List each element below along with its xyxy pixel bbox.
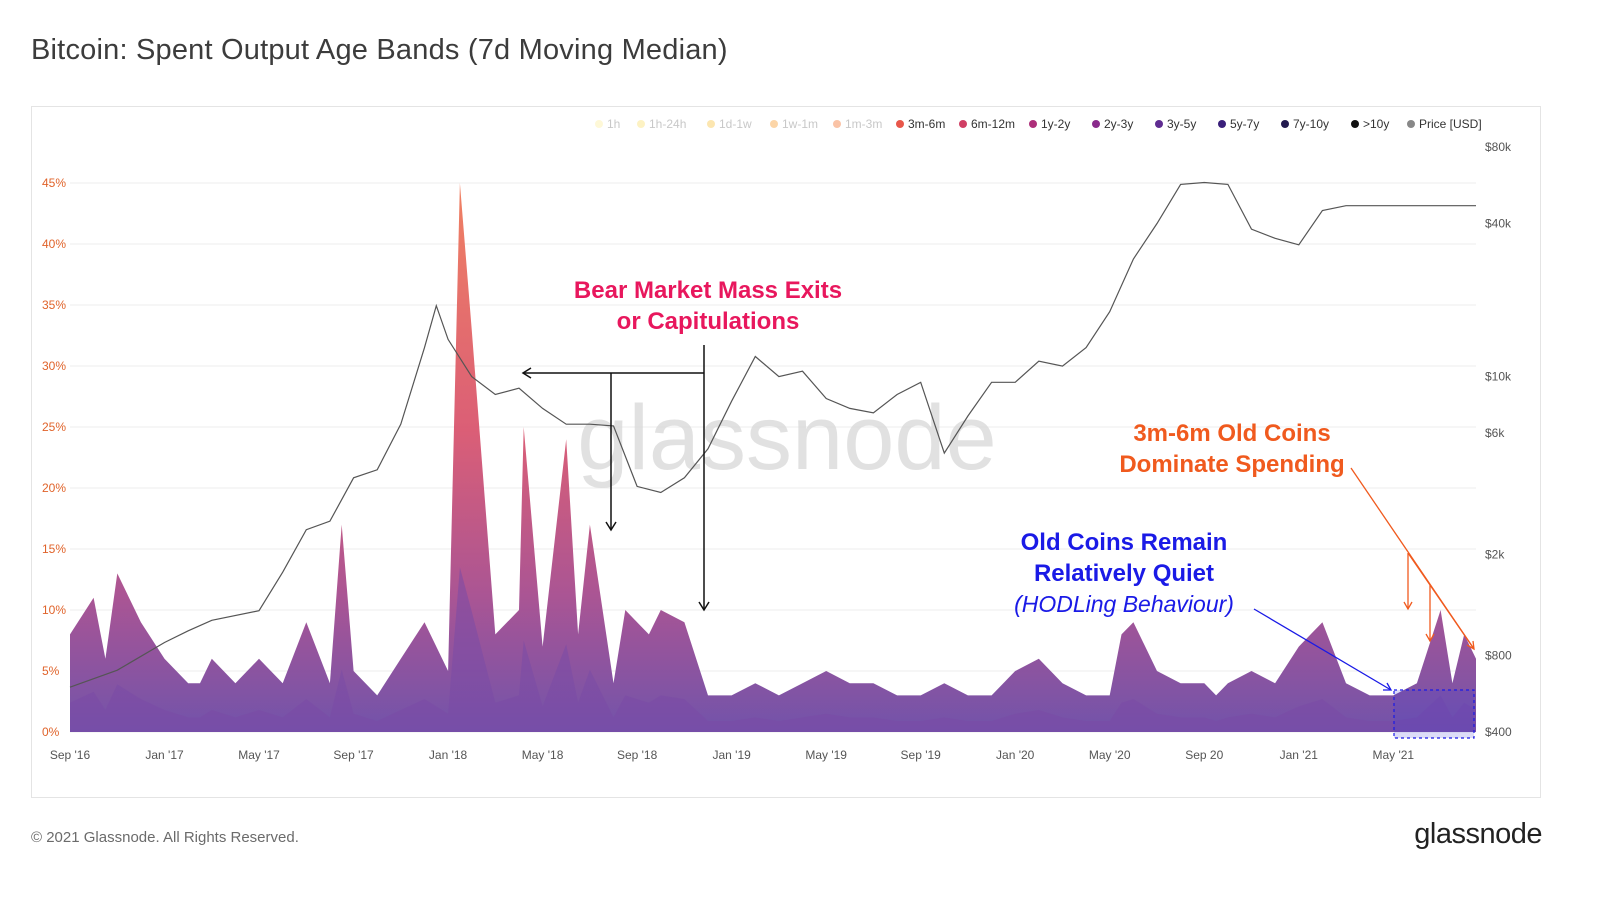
legend-item: 2y-3y xyxy=(1092,117,1133,131)
age-band-areas xyxy=(70,183,1476,732)
legend-swatch xyxy=(1218,120,1226,128)
x-tick-label: May '17 xyxy=(238,748,280,762)
legend-label: 1d-1w xyxy=(719,117,752,131)
y-left-tick-label: 40% xyxy=(42,237,66,251)
legend-swatch xyxy=(707,120,715,128)
legend-item: 1y-2y xyxy=(1029,117,1070,131)
legend-label: 1m-3m xyxy=(845,117,882,131)
x-tick-label: Jan '17 xyxy=(145,748,184,762)
y-left-tick-label: 30% xyxy=(42,359,66,373)
legend-swatch xyxy=(1155,120,1163,128)
legend-swatch xyxy=(770,120,778,128)
annotation-3m6m-line2: Dominate Spending xyxy=(1119,451,1344,478)
legend-item: 1m-3m xyxy=(833,117,882,131)
legend-item: >10y xyxy=(1351,117,1389,131)
legend-swatch xyxy=(833,120,841,128)
annotation-quiet-line2: Relatively Quiet xyxy=(1034,560,1214,587)
y-right-tick-label: $6k xyxy=(1485,426,1505,440)
legend-item: 6m-12m xyxy=(959,117,1015,131)
x-tick-label: Jan '18 xyxy=(429,748,468,762)
y-right-tick-label: $80k xyxy=(1485,140,1512,154)
y-axis-left: 0% 5% 10% 15% 20% 25% 30% 35% 40% 45% xyxy=(42,176,66,739)
annotation-bear-market-line2: or Capitulations xyxy=(617,308,800,335)
legend-swatch xyxy=(959,120,967,128)
y-right-tick-label: $2k xyxy=(1485,547,1505,561)
x-axis: Sep '16 Jan '17 May '17 Sep '17 Jan '18 May '… xyxy=(50,748,1415,762)
y-left-tick-label: 20% xyxy=(42,481,66,495)
y-left-tick-label: 0% xyxy=(42,725,60,739)
annotation-bear-market-line1: Bear Market Mass Exits xyxy=(574,277,842,304)
y-right-tick-label: $40k xyxy=(1485,217,1512,231)
legend: 1h 1h-24h 1d-1w 1w-1m 1m-3m 3m-6m 6m-12m 1y-2y 2… xyxy=(595,117,1482,131)
annotation-quiet-line3: (HODLing Behaviour) xyxy=(1014,591,1234,617)
y-right-tick-label: $10k xyxy=(1485,370,1512,384)
legend-item: 1w-1m xyxy=(770,117,818,131)
legend-item: 3m-6m xyxy=(896,117,945,131)
legend-item: 3y-5y xyxy=(1155,117,1196,131)
legend-label: 1w-1m xyxy=(782,117,818,131)
page-title: Bitcoin: Spent Output Age Bands (7d Movi… xyxy=(31,34,728,66)
y-left-tick-label: 35% xyxy=(42,298,66,312)
legend-label: 1h-24h xyxy=(649,117,686,131)
legend-swatch xyxy=(637,120,645,128)
annotation-3m6m-line1: 3m-6m Old Coins xyxy=(1133,420,1330,447)
y-axis-right: $400 $800 $2k $6k $10k $40k $80k xyxy=(1485,140,1512,739)
bear-market-arrows xyxy=(521,345,710,612)
x-tick-label: May '19 xyxy=(805,748,847,762)
x-tick-label: May '20 xyxy=(1089,748,1131,762)
x-tick-label: May '18 xyxy=(522,748,564,762)
x-tick-label: Sep '17 xyxy=(333,748,374,762)
legend-item: Price [USD] xyxy=(1407,117,1482,131)
legend-label: Price [USD] xyxy=(1419,117,1482,131)
older-bands-area xyxy=(70,567,1476,732)
legend-label: 1h xyxy=(607,117,620,131)
glassnode-logo: glassnode xyxy=(1414,818,1542,850)
price-line xyxy=(69,181,1476,688)
x-tick-label: Sep '16 xyxy=(50,748,91,762)
legend-label: >10y xyxy=(1363,117,1389,131)
legend-item: 5y-7y xyxy=(1218,117,1259,131)
legend-label: 6m-12m xyxy=(971,117,1015,131)
y-right-tick-label: $800 xyxy=(1485,648,1512,662)
legend-item: 1h xyxy=(595,117,620,131)
legend-swatch xyxy=(1029,120,1037,128)
legend-item: 7y-10y xyxy=(1281,117,1329,131)
legend-swatch xyxy=(1281,120,1289,128)
x-tick-label: Jan '21 xyxy=(1280,748,1319,762)
legend-label: 3m-6m xyxy=(908,117,945,131)
x-tick-label: Sep '19 xyxy=(901,748,942,762)
y-left-tick-label: 15% xyxy=(42,542,66,556)
legend-swatch xyxy=(1092,120,1100,128)
spent-share-area xyxy=(70,183,1476,732)
watermark: glassnode xyxy=(577,387,996,489)
x-tick-label: Sep '18 xyxy=(617,748,658,762)
legend-label: 5y-7y xyxy=(1230,117,1259,131)
legend-label: 3y-5y xyxy=(1167,117,1196,131)
y-left-tick-label: 25% xyxy=(42,420,66,434)
legend-label: 2y-3y xyxy=(1104,117,1133,131)
3m6m-arrows xyxy=(1350,467,1475,651)
y-left-tick-label: 10% xyxy=(42,603,66,617)
y-left-tick-label: 45% xyxy=(42,176,66,190)
legend-swatch xyxy=(1351,120,1359,128)
chart-canvas: glassnode Sep '16 Jan '17 May '17 Sep '17 Ja… xyxy=(42,117,1512,762)
hodl-arrow xyxy=(1253,608,1393,691)
chart-frame: glassnode Sep '16 Jan '17 May '17 Sep '17 Ja… xyxy=(31,106,1541,798)
x-tick-label: May '21 xyxy=(1372,748,1414,762)
legend-swatch xyxy=(896,120,904,128)
hodl-highlight-box xyxy=(1393,689,1475,739)
legend-swatch xyxy=(1407,120,1415,128)
x-tick-label: Jan '20 xyxy=(996,748,1035,762)
legend-item: 1h-24h xyxy=(637,117,686,131)
x-tick-label: Jan '19 xyxy=(712,748,751,762)
y-right-tick-label: $400 xyxy=(1485,725,1512,739)
legend-label: 1y-2y xyxy=(1041,117,1070,131)
annotation-quiet-line1: Old Coins Remain xyxy=(1021,529,1228,556)
x-tick-label: Sep 20 xyxy=(1185,748,1223,762)
legend-swatch xyxy=(595,120,603,128)
legend-label: 7y-10y xyxy=(1293,117,1329,131)
legend-item: 1d-1w xyxy=(707,117,752,131)
copyright-text: © 2021 Glassnode. All Rights Reserved. xyxy=(31,829,299,846)
y-left-tick-label: 5% xyxy=(42,664,60,678)
